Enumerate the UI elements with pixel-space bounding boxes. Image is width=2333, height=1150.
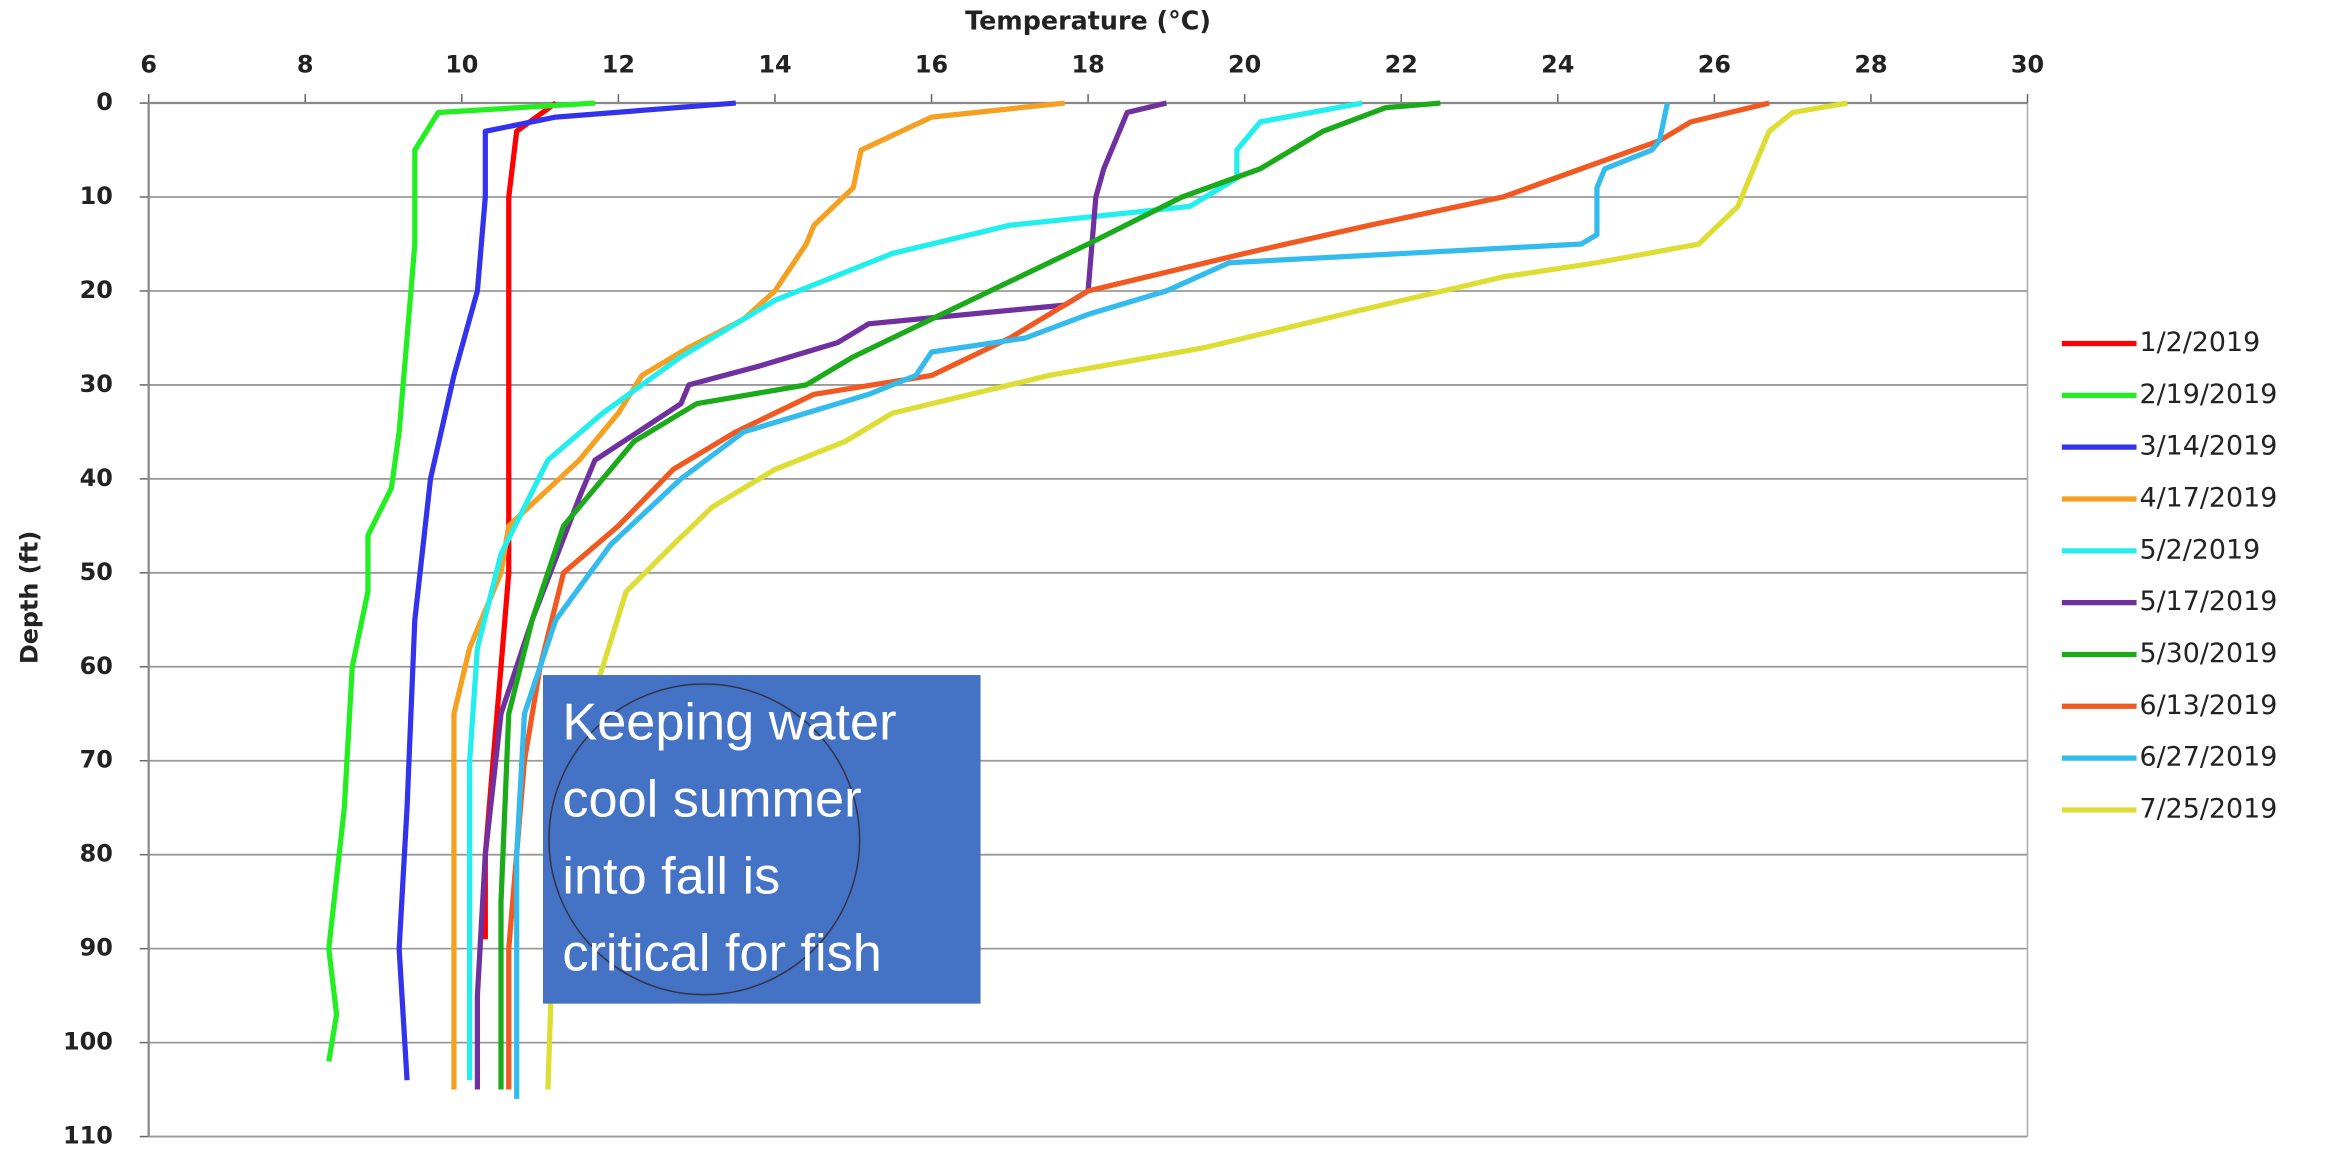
series-line [545,100,1848,1090]
y-tick-label: 60 [80,652,113,680]
x-tick-label: 22 [1385,51,1418,79]
annotation-text: critical for fish [562,924,881,982]
legend-label: 6/13/2019 [2140,690,2278,721]
series-line [451,100,1065,1090]
legend-label: 3/14/2019 [2140,431,2278,462]
y-tick-label: 30 [80,370,113,398]
legend-label: 5/30/2019 [2140,638,2278,669]
y-axis-title: Depth (ft) [16,531,44,664]
x-tick-label: 8 [297,51,314,79]
legend-label: 5/17/2019 [2140,586,2278,617]
legend-label: 1/2/2019 [2140,327,2261,358]
series-line [514,102,1670,1099]
annotation-box [542,675,981,1004]
x-tick-label: 26 [1698,51,1731,79]
series-line [396,100,736,1081]
y-tick-label: 90 [80,934,113,962]
legend-label: 7/25/2019 [2140,793,2278,824]
x-tick-label: 14 [758,51,791,79]
y-tick-label: 20 [80,276,113,304]
x-tick-label: 10 [445,51,478,79]
annotation-text: into fall is [562,847,780,905]
x-tick-label: 24 [1541,51,1574,79]
x-tick-label: 6 [140,51,157,79]
annotation-text: cool summer [562,771,861,829]
x-tick-label: 16 [915,51,948,79]
x-tick-label: 20 [1228,51,1261,79]
x-tick-label: 18 [1071,51,1104,79]
series-line [467,100,1363,1081]
y-tick-label: 0 [96,88,113,116]
x-axis-title: Temperature (°C) [965,5,1211,35]
y-tick-label: 10 [80,182,113,210]
legend-label: 5/2/2019 [2140,534,2261,565]
y-tick-label: 40 [80,464,113,492]
legend-label: 4/17/2019 [2140,482,2278,513]
x-tick-label: 28 [1854,51,1887,79]
series-line [498,100,1441,1090]
y-tick-label: 110 [63,1122,113,1150]
y-tick-label: 100 [63,1028,113,1056]
legend-label: 2/19/2019 [2140,379,2278,410]
annotation-circle [548,683,861,996]
series-line [474,100,1167,1090]
y-tick-label: 70 [80,746,113,774]
y-tick-label: 80 [80,840,113,868]
series-line [326,100,596,1062]
legend-label: 6/27/2019 [2140,742,2278,773]
x-tick-label: 12 [602,51,635,79]
x-tick-label: 30 [2011,51,2044,79]
y-tick-label: 50 [80,558,113,586]
annotation-text: Keeping water [562,694,896,752]
